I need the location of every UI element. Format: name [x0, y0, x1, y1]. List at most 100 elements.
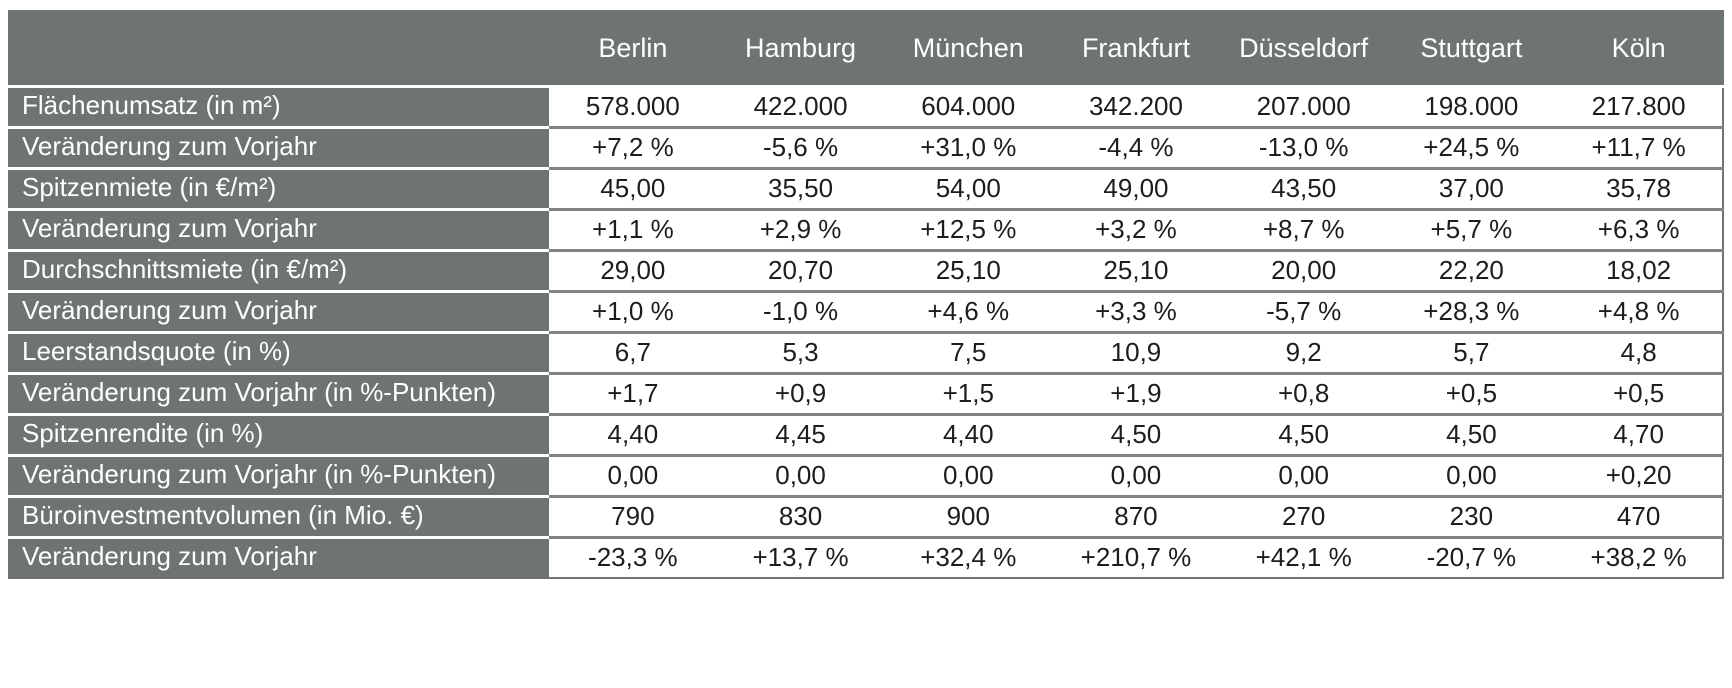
office-market-table: Berlin Hamburg München Frankfurt Düsseldorf S…: [8, 10, 1724, 579]
data-cell: +1,7: [549, 373, 717, 416]
data-cell: 0,00: [549, 455, 717, 498]
data-cell: +12,5 %: [884, 209, 1053, 252]
data-cell: 900: [884, 496, 1053, 539]
data-cell: 7,5: [884, 332, 1053, 375]
column-header-berlin: Berlin: [549, 11, 717, 88]
table-header: Berlin Hamburg München Frankfurt Düsseldorf S…: [9, 11, 1723, 88]
data-cell: +24,5 %: [1387, 127, 1556, 170]
header-row: Berlin Hamburg München Frankfurt Düsseldorf S…: [9, 11, 1723, 88]
data-cell: +32,4 %: [884, 537, 1053, 579]
data-cell: 0,00: [1052, 455, 1220, 498]
data-cell: 870: [1052, 496, 1220, 539]
data-cell: 9,2: [1219, 332, 1388, 375]
data-cell: 604.000: [884, 86, 1053, 129]
data-cell: 10,9: [1052, 332, 1220, 375]
data-cell: 4,45: [716, 414, 885, 457]
data-cell: +8,7 %: [1219, 209, 1388, 252]
row-label: Flächenumsatz (in m²): [9, 86, 549, 129]
row-label: Büroinvestmentvolumen (in Mio. €): [9, 496, 549, 539]
data-cell: +0,9: [716, 373, 885, 416]
data-cell: 37,00: [1387, 168, 1556, 211]
data-cell: +210,7 %: [1052, 537, 1220, 579]
data-cell: 207.000: [1219, 86, 1388, 129]
data-cell: +13,7 %: [716, 537, 885, 579]
data-cell: 5,7: [1387, 332, 1556, 375]
data-cell: 217.800: [1555, 86, 1723, 129]
row-label: Veränderung zum Vorjahr (in %-Punkten): [9, 455, 549, 498]
data-cell: 342.200: [1052, 86, 1220, 129]
data-cell: 4,50: [1219, 414, 1388, 457]
data-cell: 43,50: [1219, 168, 1388, 211]
row-label: Leerstandsquote (in %): [9, 332, 549, 375]
row-label: Veränderung zum Vorjahr (in %-Punkten): [9, 373, 549, 416]
row-label: Spitzenrendite (in %): [9, 414, 549, 457]
table-row: Flächenumsatz (in m²) 578.000 422.000 604.0…: [9, 86, 1723, 129]
data-cell: +4,6 %: [884, 291, 1053, 334]
data-cell: 6,7: [549, 332, 717, 375]
row-label: Veränderung zum Vorjahr: [9, 291, 549, 334]
data-cell: 578.000: [549, 86, 717, 129]
data-cell: -5,7 %: [1219, 291, 1388, 334]
data-cell: -13,0 %: [1219, 127, 1388, 170]
column-header-hamburg: Hamburg: [716, 11, 885, 88]
data-cell: +2,9 %: [716, 209, 885, 252]
table-row: Veränderung zum Vorjahr +7,2 % -5,6 % +31,0…: [9, 127, 1723, 170]
data-cell: +31,0 %: [884, 127, 1053, 170]
row-label: Veränderung zum Vorjahr: [9, 127, 549, 170]
table-row: Spitzenmiete (in €/m²) 45,00 35,50 54,00 49,…: [9, 168, 1723, 211]
data-cell: 0,00: [884, 455, 1053, 498]
data-cell: 25,10: [1052, 250, 1220, 293]
column-header-m-nchen: München: [884, 11, 1053, 88]
data-cell: 54,00: [884, 168, 1053, 211]
data-cell: 29,00: [549, 250, 717, 293]
data-cell: 0,00: [1219, 455, 1388, 498]
table-row: Büroinvestmentvolumen (in Mio. €) 790 830 9…: [9, 496, 1723, 539]
data-cell: 25,10: [884, 250, 1053, 293]
data-cell: 470: [1555, 496, 1723, 539]
data-cell: 35,78: [1555, 168, 1723, 211]
data-cell: +1,5: [884, 373, 1053, 416]
row-label: Veränderung zum Vorjahr: [9, 209, 549, 252]
data-cell: +4,8 %: [1555, 291, 1723, 334]
data-cell: 18,02: [1555, 250, 1723, 293]
data-cell: +7,2 %: [549, 127, 717, 170]
data-cell: -4,4 %: [1052, 127, 1220, 170]
data-cell: 0,00: [716, 455, 885, 498]
column-header-stuttgart: Stuttgart: [1387, 11, 1556, 88]
row-label: Spitzenmiete (in €/m²): [9, 168, 549, 211]
data-cell: -1,0 %: [716, 291, 885, 334]
data-cell: +3,2 %: [1052, 209, 1220, 252]
data-cell: 270: [1219, 496, 1388, 539]
data-cell: 4,70: [1555, 414, 1723, 457]
data-cell: +0,5: [1387, 373, 1556, 416]
table-row: Durchschnittsmiete (in €/m²) 29,00 20,70 25…: [9, 250, 1723, 293]
data-cell: 790: [549, 496, 717, 539]
data-cell: +0,5: [1555, 373, 1723, 416]
data-cell: 230: [1387, 496, 1556, 539]
row-label: Durchschnittsmiete (in €/m²): [9, 250, 549, 293]
column-header-d-sseldorf: Düsseldorf: [1219, 11, 1388, 88]
data-cell: -23,3 %: [549, 537, 717, 579]
data-cell: 198.000: [1387, 86, 1556, 129]
table-row: Veränderung zum Vorjahr (in %-Punkten) 0,…: [9, 455, 1723, 498]
data-cell: 49,00: [1052, 168, 1220, 211]
data-cell: 4,40: [884, 414, 1053, 457]
corner-cell: [9, 11, 549, 88]
data-cell: 4,50: [1387, 414, 1556, 457]
table-row: Veränderung zum Vorjahr +1,1 % +2,9 % +12,5…: [9, 209, 1723, 252]
data-cell: +1,1 %: [549, 209, 717, 252]
data-cell: 22,20: [1387, 250, 1556, 293]
data-cell: -5,6 %: [716, 127, 885, 170]
data-cell: +42,1 %: [1219, 537, 1388, 579]
data-cell: 830: [716, 496, 885, 539]
data-cell: +38,2 %: [1555, 537, 1723, 579]
data-cell: +1,9: [1052, 373, 1220, 416]
table-body: Flächenumsatz (in m²) 578.000 422.000 604.0…: [9, 86, 1723, 579]
data-cell: 5,3: [716, 332, 885, 375]
data-cell: 422.000: [716, 86, 885, 129]
data-cell: 45,00: [549, 168, 717, 211]
table-row: Veränderung zum Vorjahr -23,3 % +13,7 % +32…: [9, 537, 1723, 579]
data-cell: 4,8: [1555, 332, 1723, 375]
data-cell: 20,00: [1219, 250, 1388, 293]
data-cell: 4,50: [1052, 414, 1220, 457]
